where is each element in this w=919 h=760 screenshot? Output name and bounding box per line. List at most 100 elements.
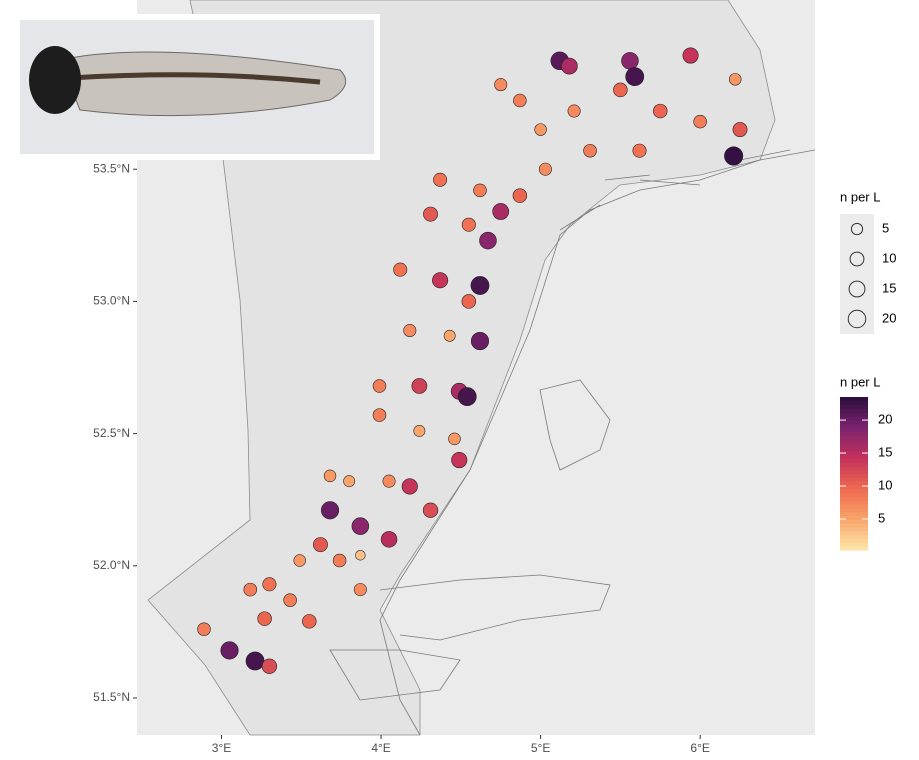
sample-point bbox=[480, 232, 497, 249]
sample-point bbox=[383, 475, 395, 487]
colorbar-segment bbox=[840, 420, 868, 424]
sample-point bbox=[402, 479, 417, 494]
colorbar-segment bbox=[840, 519, 868, 523]
colorbar-segment bbox=[840, 542, 868, 546]
sample-point bbox=[321, 502, 339, 520]
map-chart: 51.5°N52.0°N52.5°N53.0°N53.5°N3°E4°E5°E6… bbox=[0, 0, 919, 760]
sample-point bbox=[613, 83, 627, 97]
sample-point bbox=[568, 105, 580, 117]
sample-point bbox=[244, 583, 257, 596]
legend-label: 5 bbox=[882, 220, 889, 235]
sample-point bbox=[452, 452, 467, 467]
sample-point bbox=[724, 147, 742, 165]
sample-point bbox=[333, 554, 346, 567]
sample-point bbox=[344, 476, 355, 487]
inset-photo bbox=[14, 14, 380, 160]
colorbar-segment bbox=[840, 466, 868, 470]
colorbar-segment bbox=[840, 408, 868, 412]
colorbar-segment bbox=[840, 431, 868, 435]
sample-point bbox=[474, 184, 487, 197]
sample-point bbox=[513, 189, 527, 203]
sample-point bbox=[539, 163, 551, 175]
colorbar-segment bbox=[840, 493, 868, 497]
sample-point bbox=[653, 104, 667, 118]
sample-point bbox=[423, 503, 438, 518]
colorbar-segment bbox=[840, 481, 868, 485]
x-tick-label: 3°E bbox=[212, 741, 231, 755]
sample-point bbox=[355, 550, 365, 560]
sample-point bbox=[683, 48, 698, 63]
legend-label: 10 bbox=[882, 250, 896, 265]
colorbar-segment bbox=[840, 546, 868, 550]
sample-point bbox=[471, 332, 489, 350]
sample-point bbox=[561, 58, 577, 74]
sample-point bbox=[626, 68, 644, 86]
sample-point bbox=[294, 555, 306, 567]
y-tick-label: 52.0°N bbox=[93, 558, 130, 572]
sample-point bbox=[694, 115, 707, 128]
sample-point bbox=[221, 642, 239, 660]
sample-point bbox=[394, 263, 407, 276]
sample-point bbox=[258, 612, 272, 626]
legend-label: 10 bbox=[878, 477, 892, 492]
colorbar-segment bbox=[840, 405, 868, 409]
legend-label: 5 bbox=[878, 510, 885, 525]
legend-label: 20 bbox=[882, 310, 896, 325]
sample-point bbox=[262, 659, 277, 674]
sample-point bbox=[373, 380, 386, 393]
sample-point bbox=[198, 623, 211, 636]
x-tick-label: 5°E bbox=[531, 741, 550, 755]
colorbar-segment bbox=[840, 454, 868, 458]
sample-point bbox=[729, 73, 741, 85]
sample-point bbox=[423, 207, 437, 221]
sample-point bbox=[381, 531, 397, 547]
sample-point bbox=[493, 203, 509, 219]
sample-point bbox=[414, 425, 425, 436]
colorbar-segment bbox=[840, 504, 868, 508]
sample-point bbox=[352, 518, 369, 535]
legend-label: 15 bbox=[882, 280, 896, 295]
colorbar-segment bbox=[840, 535, 868, 539]
colorbar-segment bbox=[840, 462, 868, 466]
colorbar-segment bbox=[840, 424, 868, 428]
sample-point bbox=[458, 388, 476, 406]
legend-label: 20 bbox=[878, 412, 892, 427]
colorbar-segment bbox=[840, 508, 868, 512]
colorbar-segment bbox=[840, 412, 868, 416]
colorbar-segment bbox=[840, 496, 868, 500]
sample-point bbox=[513, 94, 526, 107]
legend-key-bg bbox=[840, 214, 874, 334]
sample-point bbox=[404, 324, 416, 336]
colorbar-segment bbox=[840, 523, 868, 527]
sample-point bbox=[412, 378, 427, 393]
colorbar-segment bbox=[840, 474, 868, 478]
sample-point bbox=[462, 218, 475, 231]
sample-point bbox=[622, 52, 639, 69]
legend-label: 15 bbox=[878, 444, 892, 459]
sample-point bbox=[535, 124, 547, 136]
legend-title: n per L bbox=[840, 374, 880, 389]
colorbar-segment bbox=[840, 500, 868, 504]
sample-point bbox=[432, 273, 447, 288]
sample-point bbox=[462, 294, 476, 308]
colorbar-segment bbox=[840, 443, 868, 447]
y-tick-label: 53.0°N bbox=[93, 294, 130, 308]
sample-point bbox=[263, 578, 276, 591]
colorbar-segment bbox=[840, 477, 868, 481]
colorbar-segment bbox=[840, 439, 868, 443]
colorbar-segment bbox=[840, 470, 868, 474]
colorbar-segment bbox=[840, 428, 868, 432]
colorbar-segment bbox=[840, 397, 868, 401]
sample-point bbox=[733, 122, 747, 136]
colorbar-segment bbox=[840, 531, 868, 535]
colorbar-segment bbox=[840, 512, 868, 516]
colorbar-segment bbox=[840, 458, 868, 462]
sample-point bbox=[354, 583, 366, 595]
colorbar-segment bbox=[840, 527, 868, 531]
sample-point bbox=[449, 433, 461, 445]
colorbar-segment bbox=[840, 401, 868, 405]
x-tick-label: 4°E bbox=[371, 741, 390, 755]
sample-point bbox=[495, 78, 507, 90]
sample-point bbox=[246, 652, 264, 670]
colorbar-segment bbox=[840, 539, 868, 543]
